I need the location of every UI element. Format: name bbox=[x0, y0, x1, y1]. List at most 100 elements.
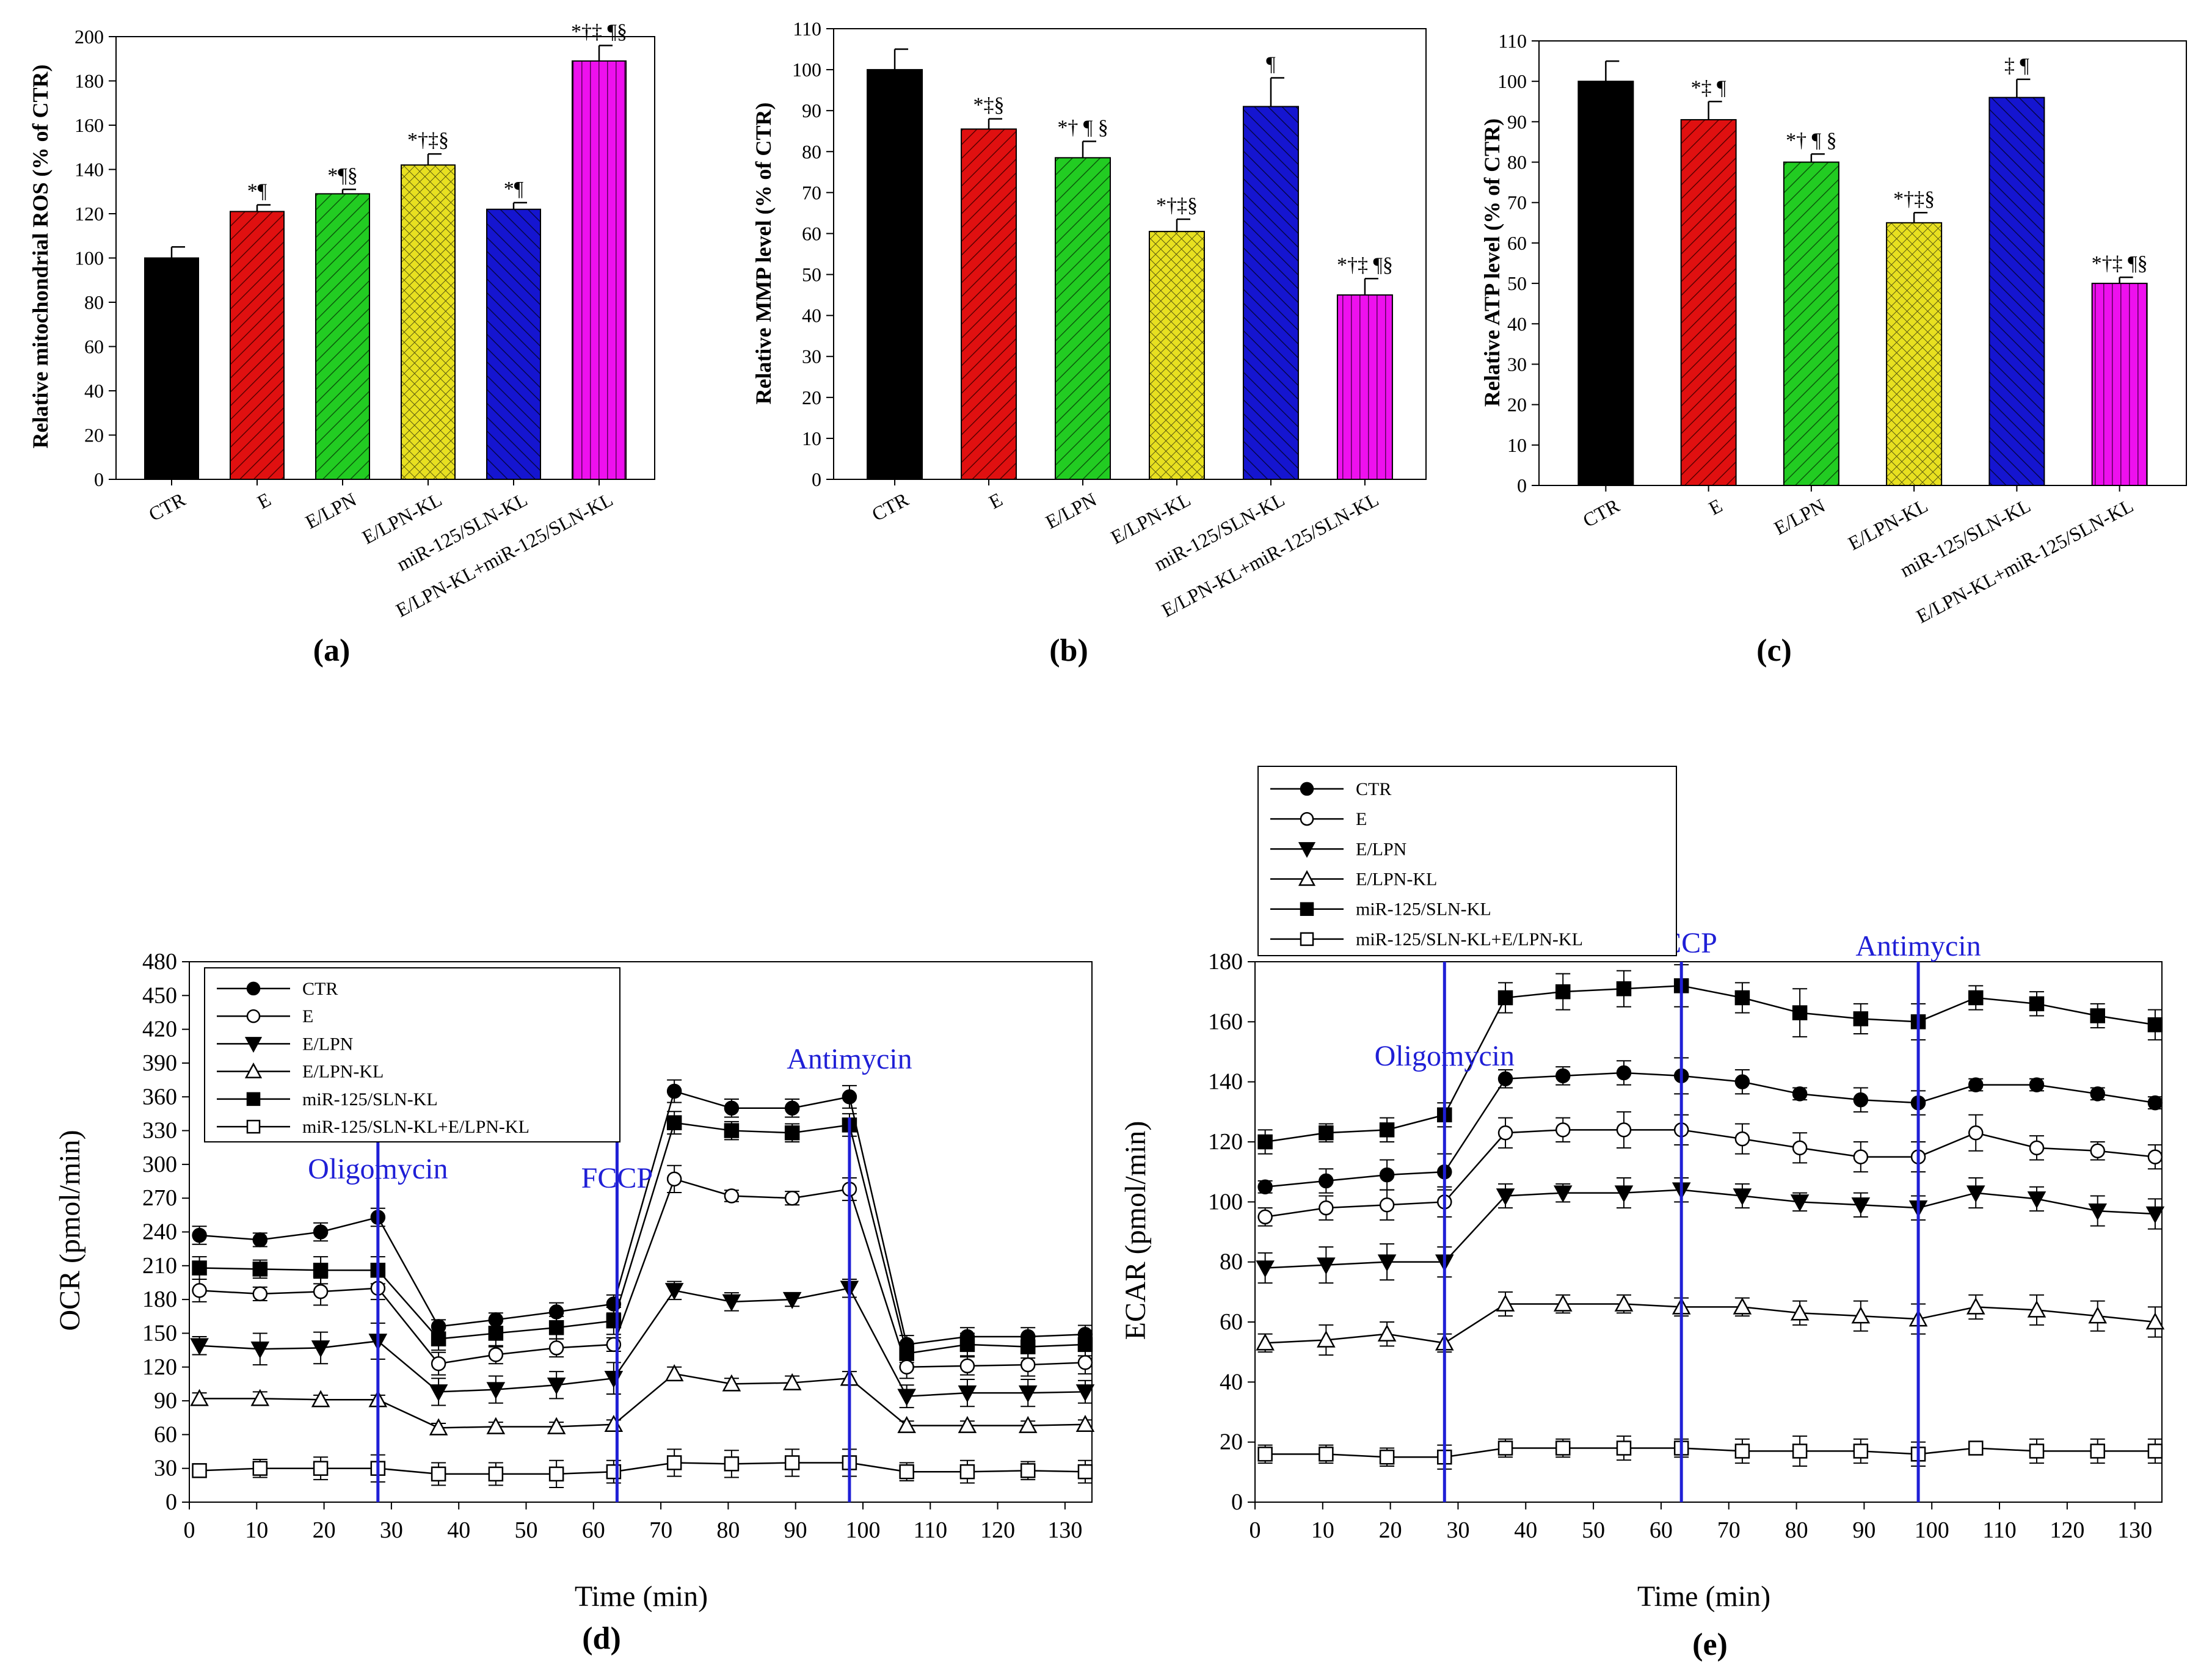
data-point bbox=[2090, 1444, 2105, 1459]
panel-c: 0 10 20 30 40 50 60 70 80 90 100 110 Relative ATP le… bbox=[1480, 30, 2187, 668]
data-point bbox=[246, 981, 261, 996]
data-point bbox=[842, 1089, 857, 1105]
series-line bbox=[199, 1287, 1085, 1397]
series-line bbox=[1265, 985, 2156, 1143]
data-point bbox=[548, 1320, 564, 1335]
x-tick-label: 10 bbox=[245, 1517, 268, 1543]
data-point bbox=[1018, 1385, 1038, 1403]
y-tick-label: 60 bbox=[154, 1422, 177, 1447]
data-point bbox=[2145, 1206, 2165, 1224]
x-tick-label: 70 bbox=[1717, 1517, 1741, 1543]
y-tick-label: 20 bbox=[1507, 394, 1527, 416]
data-point bbox=[548, 1304, 564, 1320]
x-tick-label: 100 bbox=[845, 1517, 880, 1543]
data-point bbox=[244, 1062, 263, 1078]
x-tick-label: 130 bbox=[2117, 1517, 2152, 1543]
series-line bbox=[1265, 1189, 2155, 1269]
data-point bbox=[252, 1232, 268, 1248]
data-point bbox=[1553, 1294, 1573, 1312]
data-point bbox=[1319, 1447, 1334, 1462]
y-tick-label: 40 bbox=[1507, 313, 1527, 335]
legend-entry: miR-125/SLN-KL bbox=[1356, 899, 1491, 920]
bar bbox=[1680, 119, 1737, 486]
series-line bbox=[199, 1090, 1086, 1346]
y-tick-label: 40 bbox=[1220, 1369, 1243, 1395]
data-point bbox=[1555, 984, 1571, 1000]
panel-a: 0 20 40 60 80 100 120 140 160 180 200 Relative mito… bbox=[28, 21, 655, 668]
x-tick-label: 80 bbox=[1785, 1517, 1808, 1543]
data-point bbox=[1968, 990, 1984, 1006]
data-point bbox=[488, 1312, 504, 1328]
plot-frame bbox=[833, 28, 1427, 480]
significance-label: *¶ bbox=[504, 178, 524, 200]
y-tick-label: 90 bbox=[802, 100, 821, 122]
y-tick-label: 160 bbox=[75, 114, 104, 136]
data-point bbox=[899, 1359, 914, 1375]
x-tick-label: 110 bbox=[1982, 1517, 2017, 1543]
data-point bbox=[1379, 1197, 1395, 1213]
y-tick-label: 80 bbox=[1507, 151, 1527, 173]
data-point bbox=[1298, 870, 1316, 886]
significance-label: *†‡§ bbox=[1156, 194, 1198, 217]
data-point bbox=[1379, 1450, 1395, 1465]
y-tick-label: 60 bbox=[1507, 232, 1527, 254]
y-tick-label: 140 bbox=[1208, 1069, 1243, 1095]
data-point bbox=[1077, 1464, 1093, 1480]
data-point bbox=[431, 1319, 446, 1334]
data-point bbox=[1853, 1011, 1869, 1026]
data-point bbox=[488, 1466, 504, 1482]
data-point bbox=[246, 1009, 261, 1023]
x-tick-label: 130 bbox=[1047, 1517, 1082, 1543]
data-point bbox=[1497, 1125, 1513, 1141]
event-label: Antimycin bbox=[787, 1043, 912, 1075]
data-point bbox=[1300, 782, 1314, 796]
y-tick-label: 30 bbox=[802, 346, 821, 368]
significance-label: *‡§ bbox=[973, 94, 1005, 117]
legend-entry: E/LPN-KL bbox=[302, 1062, 384, 1082]
x-tick-label: 0 bbox=[184, 1517, 195, 1543]
y-tick-label: 20 bbox=[1220, 1429, 1243, 1455]
x-axis-title-e: Time (min) bbox=[1637, 1580, 1770, 1613]
data-point bbox=[1379, 1167, 1395, 1183]
y-tick-label: 330 bbox=[142, 1118, 177, 1144]
bar bbox=[1886, 222, 1943, 486]
bar bbox=[572, 60, 627, 480]
x-tick-label: CTR bbox=[1579, 494, 1623, 531]
legend-entry: E/LPN bbox=[1356, 839, 1406, 859]
data-point bbox=[1733, 1188, 1752, 1206]
data-point bbox=[1968, 1440, 1984, 1456]
data-point bbox=[958, 1415, 977, 1433]
data-point bbox=[724, 1100, 740, 1116]
y-tick-label: 20 bbox=[84, 424, 104, 446]
data-point bbox=[252, 1461, 268, 1476]
legend-entry: miR-125/SLN-KL bbox=[302, 1089, 438, 1110]
y-tick-label: 480 bbox=[142, 949, 177, 975]
significance-label: *†‡ ¶§ bbox=[571, 21, 627, 43]
legend-box bbox=[1257, 766, 1677, 956]
data-point bbox=[1257, 1134, 1273, 1150]
y-tick-label: 420 bbox=[142, 1017, 177, 1042]
x-tick-label: 40 bbox=[1514, 1517, 1537, 1543]
bar bbox=[315, 193, 370, 480]
event-label: FCCP bbox=[581, 1162, 653, 1194]
data-point bbox=[2147, 1444, 2163, 1459]
legend-entry: E bbox=[1356, 809, 1367, 829]
y-tick-label: 60 bbox=[802, 222, 821, 244]
data-point bbox=[724, 1123, 740, 1138]
data-point bbox=[1317, 1257, 1336, 1275]
data-point bbox=[548, 1466, 564, 1482]
x-tick-label: E bbox=[253, 488, 274, 513]
x-tick-label: 50 bbox=[1582, 1517, 1605, 1543]
legend-entry: miR-125/SLN-KL+E/LPN-KL bbox=[302, 1117, 529, 1137]
data-point bbox=[2147, 1095, 2163, 1111]
y-tick-label: 110 bbox=[1498, 30, 1527, 52]
x-tick-label: E/LPN bbox=[302, 488, 360, 533]
y-tick-label: 270 bbox=[142, 1185, 177, 1211]
y-tick-label: 360 bbox=[142, 1084, 177, 1110]
data-point bbox=[1257, 1209, 1273, 1225]
data-point bbox=[311, 1340, 330, 1358]
x-tick-label: 40 bbox=[447, 1517, 470, 1543]
data-point bbox=[486, 1417, 506, 1434]
data-point bbox=[1734, 1444, 1750, 1459]
data-point bbox=[429, 1384, 448, 1402]
